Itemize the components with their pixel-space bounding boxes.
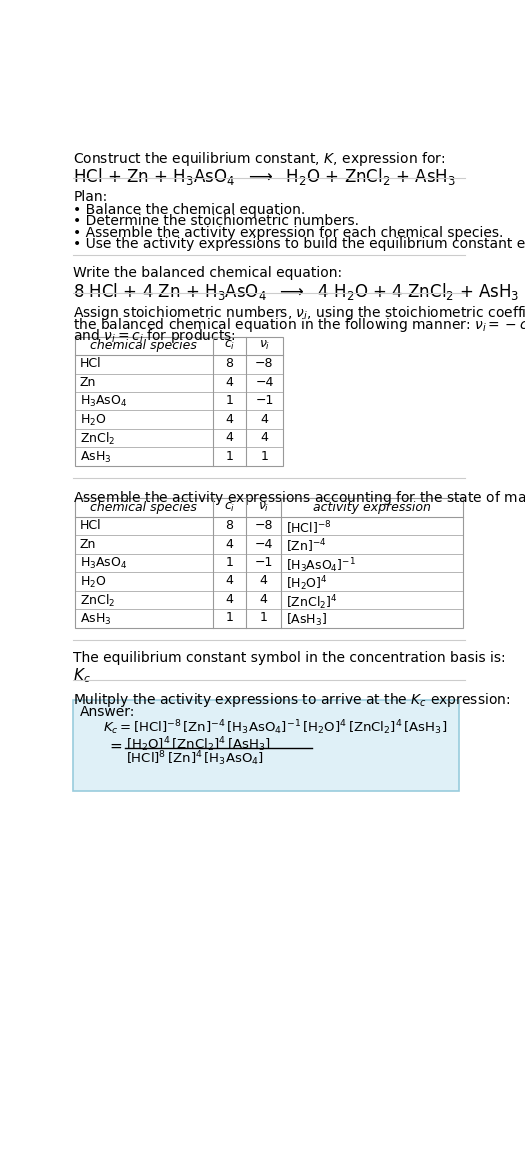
Text: the balanced chemical equation in the following manner: $\nu_i = -c_i$ for react: the balanced chemical equation in the fo… (74, 316, 525, 333)
Text: 1: 1 (226, 450, 234, 462)
Text: Construct the equilibrium constant, $K$, expression for:: Construct the equilibrium constant, $K$,… (74, 150, 446, 168)
Text: Write the balanced chemical equation:: Write the balanced chemical equation: (74, 266, 342, 280)
Text: activity expression: activity expression (313, 501, 431, 514)
Text: 8: 8 (226, 358, 234, 371)
Text: chemical species: chemical species (90, 339, 197, 352)
Text: −8: −8 (255, 519, 273, 532)
Text: $\rm{[HCl]^8\,[Zn]^4\,[H_3AsO_4]}$: $\rm{[HCl]^8\,[Zn]^4\,[H_3AsO_4]}$ (126, 749, 264, 768)
FancyBboxPatch shape (74, 700, 458, 791)
Text: $K_c$: $K_c$ (74, 666, 91, 684)
Bar (75, 337, 282, 466)
Text: 4: 4 (226, 431, 234, 444)
Text: 1: 1 (260, 450, 268, 462)
Text: $\rm{[H_2O]^4\,[ZnCl_2]^4\,[AsH_3]}$: $\rm{[H_2O]^4\,[ZnCl_2]^4\,[AsH_3]}$ (126, 736, 271, 754)
Text: HCl: HCl (80, 358, 101, 371)
Text: $\nu_i$: $\nu_i$ (259, 339, 270, 352)
Text: HCl + Zn + H$_3$AsO$_4$  $\longrightarrow$  H$_2$O + ZnCl$_2$ + AsH$_3$: HCl + Zn + H$_3$AsO$_4$ $\longrightarrow… (74, 166, 456, 187)
Text: −8: −8 (255, 358, 274, 371)
Text: • Use the activity expressions to build the equilibrium constant expression.: • Use the activity expressions to build … (74, 237, 525, 251)
Text: $K_c = \rm{[HCl]^{-8}\,[Zn]^{-4}\,[H_3AsO_4]^{-1}\,[H_2O]^{4}\,[ZnCl_2]^{4}\,[As: $K_c = \rm{[HCl]^{-8}\,[Zn]^{-4}\,[H_3As… (103, 718, 447, 737)
Text: • Assemble the activity expression for each chemical species.: • Assemble the activity expression for e… (74, 225, 504, 239)
Text: HCl: HCl (80, 519, 101, 532)
Text: Zn: Zn (80, 375, 96, 389)
Text: 1: 1 (260, 611, 268, 624)
Text: $\nu_i$: $\nu_i$ (258, 501, 269, 514)
Text: 1: 1 (226, 394, 234, 408)
Text: 1: 1 (226, 611, 234, 624)
Text: 1: 1 (226, 555, 234, 569)
Text: chemical species: chemical species (90, 501, 197, 514)
Text: [H$_2$O]$^{4}$: [H$_2$O]$^{4}$ (286, 574, 328, 593)
Text: [H$_3$AsO$_4$]$^{-1}$: [H$_3$AsO$_4$]$^{-1}$ (286, 555, 355, 575)
Text: Plan:: Plan: (74, 191, 108, 205)
Text: Assign stoichiometric numbers, $\nu_i$, using the stoichiometric coefficients, $: Assign stoichiometric numbers, $\nu_i$, … (74, 304, 525, 322)
Text: Assemble the activity expressions accounting for the state of matter and $\nu_i$: Assemble the activity expressions accoun… (74, 489, 525, 507)
Text: • Balance the chemical equation.: • Balance the chemical equation. (74, 202, 306, 216)
Text: AsH$_3$: AsH$_3$ (80, 450, 111, 465)
Text: 4: 4 (226, 574, 234, 588)
Text: =: = (109, 739, 122, 754)
Text: −1: −1 (255, 394, 274, 408)
Text: −4: −4 (255, 538, 273, 551)
Text: 4: 4 (226, 538, 234, 551)
Text: Answer:: Answer: (80, 704, 135, 718)
Text: −4: −4 (255, 375, 274, 389)
Text: ZnCl$_2$: ZnCl$_2$ (80, 593, 115, 609)
Text: [AsH$_3$]: [AsH$_3$] (286, 611, 327, 627)
Text: −1: −1 (255, 555, 273, 569)
Text: $c_i$: $c_i$ (224, 501, 235, 514)
Text: 4: 4 (260, 413, 268, 425)
Text: 4: 4 (226, 413, 234, 425)
Text: [Zn]$^{-4}$: [Zn]$^{-4}$ (286, 538, 327, 555)
Text: and $\nu_i = c_i$ for products:: and $\nu_i = c_i$ for products: (74, 328, 236, 345)
Text: [HCl]$^{-8}$: [HCl]$^{-8}$ (286, 519, 331, 537)
Text: • Determine the stoichiometric numbers.: • Determine the stoichiometric numbers. (74, 214, 360, 228)
Text: 8 HCl + 4 Zn + H$_3$AsO$_4$  $\longrightarrow$  4 H$_2$O + 4 ZnCl$_2$ + AsH$_3$: 8 HCl + 4 Zn + H$_3$AsO$_4$ $\longrighta… (74, 281, 520, 302)
Text: Mulitply the activity expressions to arrive at the $K_c$ expression:: Mulitply the activity expressions to arr… (74, 690, 511, 709)
Text: Zn: Zn (80, 538, 96, 551)
Text: H$_2$O: H$_2$O (80, 413, 106, 428)
Text: ZnCl$_2$: ZnCl$_2$ (80, 431, 115, 447)
Text: 4: 4 (226, 375, 234, 389)
Text: H$_3$AsO$_4$: H$_3$AsO$_4$ (80, 555, 127, 571)
Text: [ZnCl$_2$]$^{4}$: [ZnCl$_2$]$^{4}$ (286, 593, 337, 611)
Text: H$_3$AsO$_4$: H$_3$AsO$_4$ (80, 394, 127, 409)
Text: 4: 4 (260, 574, 268, 588)
Text: 4: 4 (226, 593, 234, 605)
Text: $c_i$: $c_i$ (224, 339, 235, 352)
Bar (75, 498, 463, 627)
Text: 8: 8 (226, 519, 234, 532)
Text: AsH$_3$: AsH$_3$ (80, 611, 111, 626)
Text: 4: 4 (260, 593, 268, 605)
Text: H$_2$O: H$_2$O (80, 574, 106, 589)
Text: The equilibrium constant symbol in the concentration basis is:: The equilibrium constant symbol in the c… (74, 651, 506, 665)
Text: 4: 4 (260, 431, 268, 444)
